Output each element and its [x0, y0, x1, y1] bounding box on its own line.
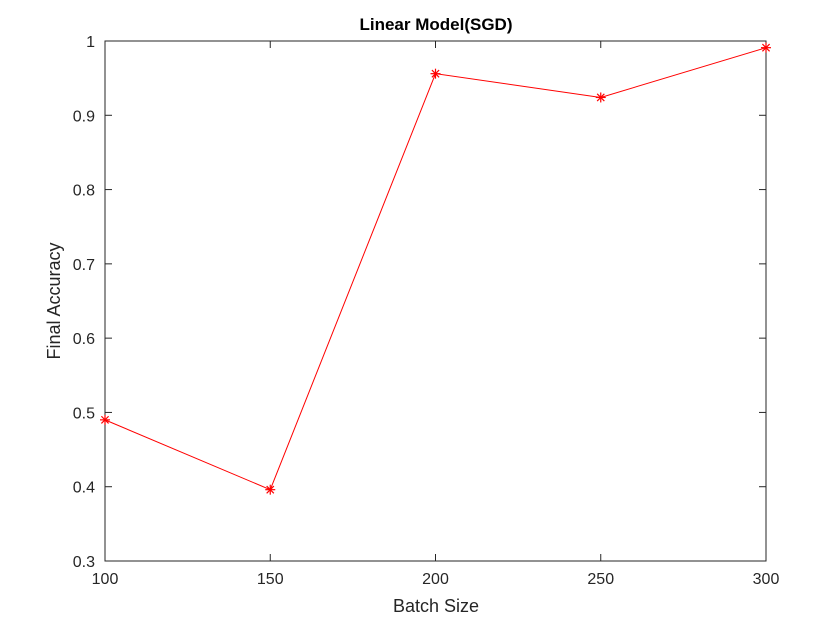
x-tick-label: 150 [257, 571, 284, 588]
y-axis-label: Final Accuracy [44, 242, 64, 359]
x-tick-label: 300 [753, 571, 780, 588]
y-tick-label: 0.5 [73, 405, 95, 422]
x-tick-label: 100 [92, 571, 119, 588]
y-axis-ticks: 0.3 0.4 0.5 0.6 0.7 0.8 0.9 1 [73, 34, 766, 571]
data-point-marker [430, 68, 441, 79]
chart-title: Linear Model(SGD) [359, 15, 512, 34]
y-tick-label: 0.7 [73, 257, 95, 274]
x-tick-label: 250 [587, 571, 614, 588]
series-layer [100, 42, 771, 495]
y-tick-label: 1 [86, 34, 95, 51]
y-tick-label: 0.4 [73, 480, 95, 497]
data-point-marker [100, 414, 110, 425]
x-axis-ticks: 100 150 200 250 300 [92, 41, 780, 588]
data-point-marker [761, 42, 771, 53]
data-point-marker [265, 484, 276, 495]
data-point-marker [595, 92, 606, 103]
series-line [104, 47, 767, 491]
y-tick-label: 0.6 [73, 331, 95, 348]
y-tick-label: 0.9 [73, 108, 95, 125]
plot-area-frame [104, 40, 767, 562]
y-tick-label: 0.3 [73, 554, 95, 571]
x-axis-label: Batch Size [393, 596, 479, 616]
x-tick-label: 200 [422, 571, 449, 588]
y-tick-label: 0.8 [73, 183, 95, 200]
